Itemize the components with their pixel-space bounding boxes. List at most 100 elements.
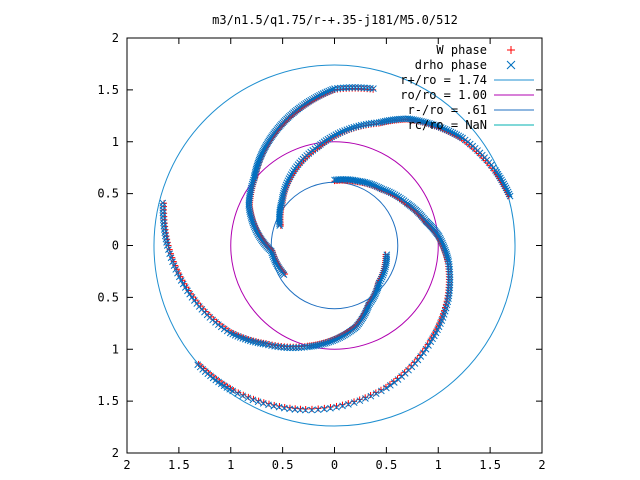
cross-b (272, 258, 279, 266)
cross-b (420, 118, 427, 126)
drho-phase-point (348, 124, 355, 132)
cross-b (365, 120, 373, 128)
cross-b (354, 177, 362, 185)
cross-b (354, 84, 362, 91)
drho-phase-point (389, 190, 397, 198)
drho-phase-point (370, 85, 377, 92)
cross-b (373, 183, 381, 190)
legend-label: ro/ro = 1.00 (400, 88, 487, 102)
drho-phase-point (457, 133, 465, 141)
drho-phase-point (269, 253, 277, 261)
cross-b (445, 292, 453, 300)
cross-b (446, 281, 454, 289)
cross-b (381, 265, 389, 273)
drho-phase-point (323, 339, 331, 347)
cross-b (338, 128, 346, 135)
drho-phase-point (497, 174, 504, 182)
cross-b (226, 385, 234, 393)
cross-b (445, 127, 453, 135)
cross-b (365, 179, 372, 187)
y-tick-label: 1 (112, 135, 119, 149)
drho-phase-point (340, 84, 347, 92)
y-tick-label: 1 (112, 342, 119, 356)
cross-b (442, 248, 450, 256)
cross-b (247, 184, 255, 192)
cross-b (162, 235, 170, 243)
cross-b (184, 287, 191, 295)
drho-phase-point (377, 275, 385, 283)
drho-phase-point (382, 263, 389, 271)
drho-phase-point (410, 116, 417, 123)
drho-phase-point (186, 290, 194, 298)
cross-b (372, 390, 380, 398)
drho-phase-point (251, 225, 259, 232)
cross-b (332, 131, 340, 138)
cross-b (345, 125, 353, 133)
cross-b (247, 212, 254, 219)
cross-b (249, 178, 257, 186)
x-tick-label: 0 (331, 458, 338, 472)
cross-b (376, 277, 384, 285)
drho-phase-point (247, 186, 255, 194)
cross-b (370, 119, 378, 127)
cross-b (435, 232, 443, 240)
drho-phase-point (251, 338, 259, 346)
cross-b (329, 337, 337, 345)
drho-phase-point (226, 329, 234, 337)
cross-b (377, 275, 385, 283)
drho-phase-point (246, 337, 254, 345)
drho-phase-point (440, 243, 448, 250)
drho-phase-point (175, 273, 183, 281)
cross-b (380, 269, 388, 277)
cross-b (439, 241, 447, 249)
drho-phase-point (391, 191, 399, 199)
cross-b (330, 132, 338, 140)
cross-b (387, 381, 394, 389)
cross-b (281, 185, 288, 193)
cross-b (302, 406, 309, 414)
drho-phase-point (506, 60, 516, 70)
cross-b (408, 115, 416, 123)
drho-phase-point (445, 289, 453, 297)
cross-b (239, 392, 247, 400)
cross-b (348, 84, 356, 91)
cross-b (371, 292, 378, 300)
cross-b (345, 401, 352, 408)
drho-phase-point (337, 333, 345, 341)
cross-b (446, 271, 454, 278)
cross-b (433, 122, 441, 130)
drho-phase-point (362, 309, 369, 317)
cross-b (248, 180, 256, 188)
cross-b (378, 185, 386, 193)
cross-b (334, 84, 341, 92)
cross-b (327, 86, 334, 94)
drho-phase-point (441, 245, 448, 252)
circle-ro (230, 141, 439, 350)
cross-b (278, 195, 286, 203)
drho-phase-point (446, 281, 454, 289)
cross-b (379, 118, 387, 125)
drho-phase-point (318, 341, 325, 348)
cross-b (441, 125, 449, 133)
cross-b (236, 334, 244, 341)
axis-ticks: 2 1.5 1 0.5 0 0.5 1 1.5 221.510.500.511.52 (97, 31, 545, 472)
cross-b (248, 217, 256, 225)
drho-phase-point (253, 228, 260, 236)
cross-b (278, 197, 286, 205)
drho-phase-point (159, 199, 167, 207)
drho-phase-point (394, 376, 402, 383)
cross-b (323, 88, 331, 96)
cross-b (283, 344, 291, 352)
cross-b (215, 378, 222, 386)
cross-b (160, 219, 167, 227)
drho-phase-point (302, 406, 309, 414)
drho-phase-point (298, 344, 305, 351)
cross-b (271, 342, 278, 350)
drho-phase-point (372, 390, 380, 398)
drho-phase-point (326, 134, 334, 142)
cross-b (247, 186, 255, 194)
cross-b (234, 390, 241, 397)
drho-phase-point (499, 178, 507, 186)
drho-phase-point (275, 403, 283, 411)
drho-phase-point (301, 343, 308, 351)
